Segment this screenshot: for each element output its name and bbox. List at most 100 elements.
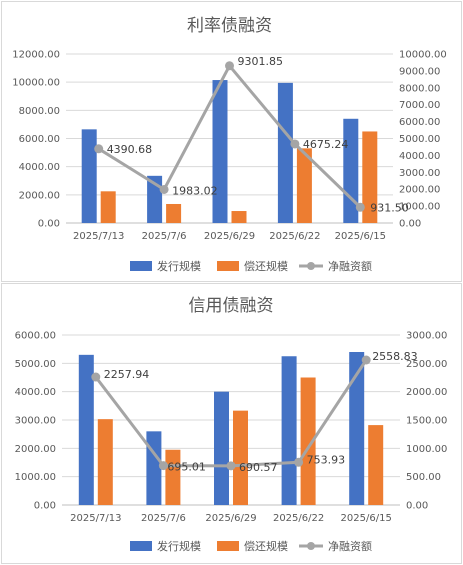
- net-financing-data-label: 4675.24: [303, 138, 349, 151]
- x-axis-category-label: 2025/7/6: [142, 231, 187, 242]
- rate-bond-chart: 利率债融资 0.00 2000.00 4000.00 6000.00 8000.00 100…: [12, 16, 447, 273]
- chart-legend: 发行规模 偿还规模 净融资额: [130, 539, 372, 553]
- right-axis-tick-label: 9000.00: [399, 66, 440, 77]
- repay-bar: [368, 425, 384, 505]
- chart-title: 信用债融资: [189, 296, 274, 316]
- legend-swatch-issue: [130, 261, 152, 271]
- repay-bar: [166, 203, 182, 223]
- x-axis-category-label: 2025/7/6: [141, 513, 186, 524]
- repay-bar: [97, 419, 113, 505]
- x-axis-category-label: 2025/6/15: [341, 513, 392, 524]
- left-axis-tick-label: 0.00: [34, 501, 56, 512]
- right-axis-tick-label: 8000.00: [399, 83, 440, 94]
- legend-swatch-issue: [130, 541, 152, 551]
- left-axis-tick-label: 5000.00: [15, 359, 56, 370]
- issue-bar: [343, 118, 359, 223]
- net-financing-point: [226, 461, 236, 471]
- credit-bond-chart-panel: 信用债融资 0.00 1000.00 2000.00 3000.00 4000.00 500…: [1, 283, 462, 564]
- legend-label-net: 净融资额: [328, 259, 372, 273]
- legend-label-net: 净融资额: [328, 539, 372, 553]
- legend-label-repay: 偿还规模: [244, 539, 288, 553]
- left-axis-tick-label: 1000.00: [15, 472, 56, 483]
- left-axis-tick-label: 4000.00: [19, 162, 60, 173]
- net-financing-data-label: 2257.94: [104, 368, 150, 381]
- x-axis-category-label: 2025/6/29: [204, 231, 255, 242]
- right-axis-tick-label: 2000.00: [399, 185, 440, 196]
- net-financing-data-label: 690.57: [239, 461, 278, 474]
- net-financing-point: [361, 355, 371, 365]
- x-axis-category-label: 2025/6/22: [269, 231, 320, 242]
- repay-bar: [231, 211, 247, 223]
- left-axis-tick-label: 4000.00: [15, 387, 56, 398]
- right-axis-tick-label: 4000.00: [399, 151, 440, 162]
- legend-label-issue: 发行规模: [157, 259, 201, 273]
- net-financing-point: [159, 184, 169, 194]
- right-axis-tick-label: 3000.00: [399, 168, 440, 179]
- issue-bar: [81, 129, 97, 223]
- net-financing-data-label: 4390.68: [107, 143, 153, 156]
- rate-bond-chart-panel: 利率债融资 0.00 2000.00 4000.00 6000.00 8000.00 100…: [1, 1, 462, 282]
- left-axis-tick-label: 12000.00: [12, 50, 60, 61]
- repay-bar: [362, 131, 378, 223]
- right-axis-tick-label: 10000.00: [399, 50, 447, 61]
- repay-bar: [100, 191, 116, 223]
- right-axis-tick-label: 1500.00: [406, 416, 447, 427]
- legend-swatch-repay: [217, 261, 239, 271]
- right-axis-tick-label: 5000.00: [399, 134, 440, 145]
- repay-bar: [165, 449, 181, 505]
- left-axis-tick-label: 2000.00: [19, 190, 60, 201]
- right-axis-tick-label: 1000.00: [399, 202, 440, 213]
- x-axis-category-label: 2025/6/22: [273, 513, 324, 524]
- legend-swatch-net-marker: [307, 542, 315, 550]
- x-axis-category-label: 2025/7/13: [70, 513, 121, 524]
- legend-swatch-repay: [217, 541, 239, 551]
- net-financing-data-label: 695.01: [167, 461, 206, 474]
- x-axis-category-label: 2025/6/29: [205, 513, 256, 524]
- x-axis-category-label: 2025/7/13: [73, 231, 124, 242]
- right-axis-tick-label: 6000.00: [399, 117, 440, 128]
- left-axis-tick-label: 6000.00: [15, 331, 56, 342]
- net-financing-point: [355, 202, 365, 212]
- repay-bar: [296, 148, 312, 223]
- net-financing-point: [225, 61, 234, 71]
- issue-bar: [281, 356, 297, 505]
- left-axis-tick-label: 10000.00: [12, 78, 60, 89]
- repay-bar: [300, 377, 316, 505]
- right-axis-tick-label: 2500.00: [406, 359, 447, 370]
- net-financing-data-label: 753.93: [307, 453, 346, 466]
- left-axis-tick-label: 8000.00: [19, 106, 60, 117]
- right-axis-tick-label: 3000.00: [406, 331, 447, 342]
- repay-bar: [233, 410, 248, 505]
- net-financing-data-label: 9301.85: [238, 55, 284, 68]
- net-financing-point: [91, 372, 101, 382]
- right-axis-tick-label: 0.00: [406, 501, 428, 512]
- legend-label-repay: 偿还规模: [244, 259, 288, 273]
- issue-bar: [78, 354, 94, 505]
- net-financing-point: [294, 457, 304, 467]
- legend-swatch-net-marker: [307, 262, 315, 270]
- legend-label-issue: 发行规模: [157, 539, 201, 553]
- left-axis-tick-label: 3000.00: [15, 416, 56, 427]
- issue-bar: [146, 431, 162, 505]
- right-axis-tick-label: 2000.00: [406, 387, 447, 398]
- net-financing-data-label: 931.50: [370, 201, 409, 214]
- chart-legend: 发行规模 偿还规模 净融资额: [130, 259, 372, 273]
- left-axis-tick-label: 2000.00: [15, 444, 56, 455]
- net-financing-data-label: 2558.83: [372, 350, 418, 363]
- net-financing-data-label: 1983.02: [172, 184, 218, 197]
- issue-bar: [349, 352, 365, 505]
- issue-bar: [277, 82, 293, 223]
- right-axis-tick-label: 500.00: [406, 472, 441, 483]
- credit-bond-chart: 信用债融资 0.00 1000.00 2000.00 3000.00 4000.00 500…: [15, 296, 448, 553]
- issue-bar: [214, 391, 229, 505]
- right-axis-tick-label: 0.00: [399, 219, 421, 230]
- chart-title: 利率债融资: [187, 16, 272, 36]
- right-axis-tick-label: 1000.00: [406, 444, 447, 455]
- net-financing-point: [290, 139, 300, 149]
- left-axis-tick-label: 6000.00: [19, 134, 60, 145]
- left-axis-tick-label: 0.00: [38, 219, 60, 230]
- x-axis-category-label: 2025/6/15: [335, 231, 386, 242]
- right-axis-tick-label: 7000.00: [399, 100, 440, 111]
- net-financing-line: [97, 63, 362, 209]
- net-financing-point: [158, 461, 168, 471]
